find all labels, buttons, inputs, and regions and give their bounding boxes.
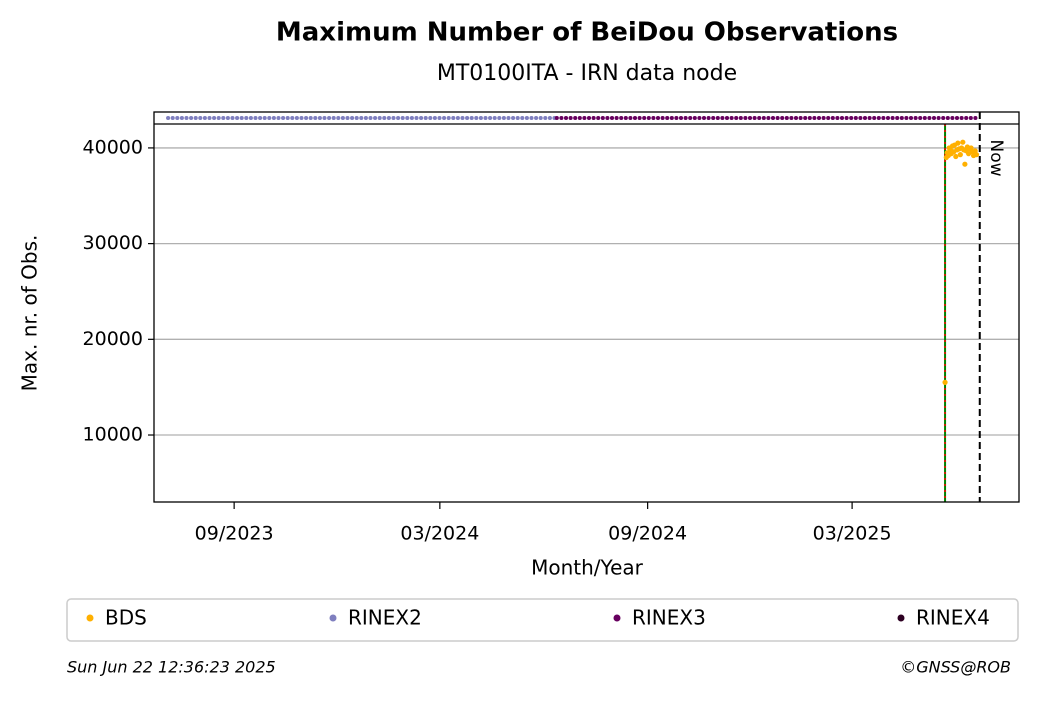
legend-marker xyxy=(329,614,337,622)
y-tick-label: 10000 xyxy=(83,424,143,446)
legend-box xyxy=(66,598,1019,642)
x-tick-label: 03/2025 xyxy=(813,523,892,545)
legend-marker xyxy=(86,614,94,622)
data-point xyxy=(957,152,963,158)
data-point xyxy=(942,379,948,385)
legend-label: RINEX4 xyxy=(916,606,990,630)
x-tick-label: 09/2024 xyxy=(608,523,687,545)
footer-date: Sun Jun 22 12:36:23 2025 xyxy=(67,658,276,677)
legend-marker xyxy=(613,614,621,622)
legend-label: RINEX3 xyxy=(632,606,706,630)
y-tick-label: 20000 xyxy=(83,328,143,350)
data-point xyxy=(960,139,966,145)
y-axis-label: Max. nr. of Obs. xyxy=(18,235,42,392)
legend-label: RINEX2 xyxy=(348,606,422,630)
data-point xyxy=(955,140,961,146)
x-tick-label: 03/2024 xyxy=(400,523,479,545)
x-axis-label: Month/Year xyxy=(531,556,644,580)
data-point xyxy=(973,152,980,158)
data-point xyxy=(962,161,968,167)
footer-credit: ©GNSS@ROB xyxy=(900,658,1011,677)
chart-subtitle: MT0100ITA - IRN data node xyxy=(437,61,737,86)
y-tick-label: 40000 xyxy=(83,136,143,158)
legend-marker xyxy=(897,614,905,622)
chart-title: Maximum Number of BeiDou Observations xyxy=(276,18,898,48)
x-tick-label: 09/2023 xyxy=(195,523,274,545)
now-label: Now xyxy=(986,139,1006,176)
y-tick-label: 30000 xyxy=(83,232,143,254)
data-point xyxy=(953,153,959,160)
legend-label: BDS xyxy=(105,606,147,630)
plot-frame xyxy=(153,111,1020,503)
